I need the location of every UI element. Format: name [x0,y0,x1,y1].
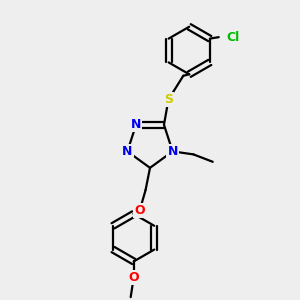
Text: O: O [134,204,145,218]
Text: N: N [131,118,141,131]
Text: Cl: Cl [226,31,239,44]
Text: N: N [167,145,178,158]
Text: O: O [128,271,139,284]
Text: N: N [122,145,133,158]
Text: S: S [164,93,173,106]
